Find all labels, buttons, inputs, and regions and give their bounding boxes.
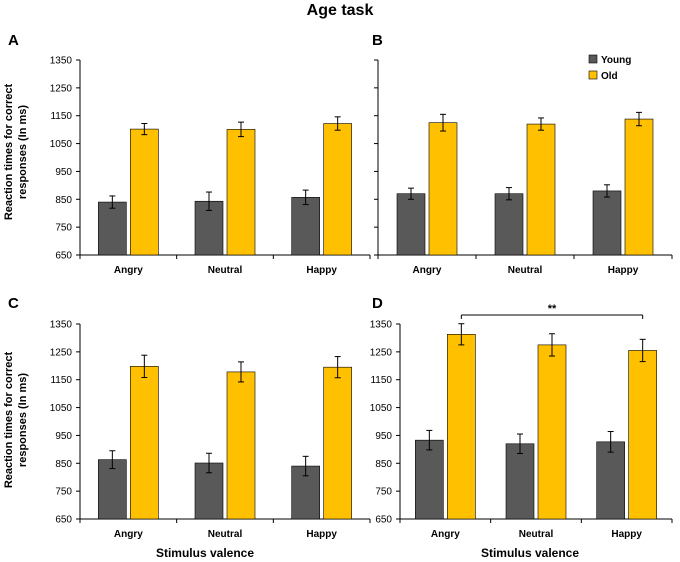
bar-b-young-happy bbox=[592, 190, 622, 256]
y-tick-label-a-1350: 1350 bbox=[50, 56, 73, 67]
bar-a-old-angry bbox=[130, 128, 159, 256]
y-tick-label-c-1050: 1050 bbox=[50, 403, 73, 414]
category-label-a-neutral: Neutral bbox=[208, 265, 243, 276]
category-label-d-angry: Angry bbox=[431, 529, 460, 540]
category-label-b-happy: Happy bbox=[608, 265, 639, 276]
y-tick-label-d-1250: 1250 bbox=[370, 347, 393, 358]
bar-d-old-neutral bbox=[537, 344, 567, 520]
y-axis-label-bottom-line1: Reaction times for correct bbox=[3, 352, 15, 489]
y-tick-label-d-950: 950 bbox=[375, 431, 392, 442]
significance-label: ** bbox=[548, 303, 557, 315]
chart-panel-b: Angry Neutral Happy bbox=[374, 59, 673, 276]
panel-label-b: B bbox=[372, 32, 383, 49]
bar-b-old-happy bbox=[624, 118, 654, 256]
panel-label-a: A bbox=[8, 32, 19, 49]
y-tick-label-c-1250: 1250 bbox=[50, 347, 73, 358]
category-label-a-angry: Angry bbox=[114, 265, 143, 276]
category-label-b-neutral: Neutral bbox=[508, 265, 543, 276]
significance-bracket: ** bbox=[460, 303, 644, 319]
bar-d-old-happy bbox=[628, 350, 657, 520]
chart-panel-d: 650 750 850 950 1050 1150 1250 1350 Angry Neutral… bbox=[370, 320, 673, 540]
y-axis-label-top-line2: responses (In ms) bbox=[17, 105, 29, 199]
y-axis-label-bottom-line2: responses (In ms) bbox=[17, 373, 29, 467]
bar-b-old-neutral bbox=[526, 123, 556, 256]
legend-swatch-young bbox=[588, 54, 598, 64]
legend: Young Old bbox=[588, 54, 631, 82]
y-tick-label-c-950: 950 bbox=[55, 431, 72, 442]
legend-label-old: Old bbox=[601, 71, 618, 82]
chart-panel-a: 650 750 850 950 1050 1150 1250 1350 Angry Neutral… bbox=[50, 56, 371, 276]
category-label-a-happy: Happy bbox=[306, 265, 337, 276]
bar-b-young-neutral bbox=[494, 193, 524, 256]
y-tick-label-c-1350: 1350 bbox=[50, 320, 73, 331]
y-tick-label-c-1150: 1150 bbox=[50, 375, 72, 386]
y-tick-label-d-850: 850 bbox=[375, 459, 392, 470]
category-label-c-neutral: Neutral bbox=[208, 529, 243, 540]
bar-d-young-neutral bbox=[505, 443, 535, 520]
y-tick-label-d-1050: 1050 bbox=[370, 403, 393, 414]
y-axis-label-top-line1: Reaction times for correct bbox=[3, 84, 15, 221]
panel-label-c: C bbox=[8, 295, 19, 312]
y-tick-label-c-850: 850 bbox=[55, 459, 72, 470]
bar-a-young-angry bbox=[98, 201, 127, 256]
x-axis-label-right: Stimulus valence bbox=[481, 546, 579, 560]
category-label-d-happy: Happy bbox=[611, 529, 642, 540]
chart-panel-c: 650 750 850 950 1050 1150 1250 1350 Angry Neutral… bbox=[50, 320, 371, 540]
legend-label-young: Young bbox=[601, 55, 631, 66]
bar-a-old-happy bbox=[323, 123, 352, 256]
y-tick-label-a-850: 850 bbox=[55, 195, 72, 206]
category-label-c-angry: Angry bbox=[114, 529, 143, 540]
y-tick-label-d-650: 650 bbox=[375, 515, 392, 526]
y-tick-label-a-650: 650 bbox=[55, 251, 72, 262]
bar-c-old-angry bbox=[130, 366, 159, 520]
category-label-d-neutral: Neutral bbox=[519, 529, 554, 540]
x-axis-label-left: Stimulus valence bbox=[156, 546, 254, 560]
category-label-c-happy: Happy bbox=[306, 529, 337, 540]
bar-c-old-neutral bbox=[226, 371, 256, 520]
category-label-b-angry: Angry bbox=[413, 265, 442, 276]
y-tick-label-c-650: 650 bbox=[55, 515, 72, 526]
y-tick-label-a-950: 950 bbox=[55, 167, 72, 178]
figure-title: Age task bbox=[307, 2, 374, 19]
y-tick-label-c-750: 750 bbox=[55, 487, 72, 498]
bar-c-young-angry bbox=[98, 459, 127, 520]
bar-a-old-neutral bbox=[226, 129, 256, 256]
bar-b-old-angry bbox=[428, 122, 458, 256]
y-tick-label-a-1050: 1050 bbox=[50, 139, 73, 150]
bar-d-young-angry bbox=[415, 439, 444, 520]
bar-c-old-happy bbox=[323, 366, 352, 520]
y-tick-label-d-750: 750 bbox=[375, 487, 392, 498]
legend-swatch-old bbox=[588, 70, 598, 80]
y-tick-label-a-1250: 1250 bbox=[50, 83, 73, 94]
y-tick-label-d-1150: 1150 bbox=[370, 375, 392, 386]
y-tick-label-a-750: 750 bbox=[55, 223, 72, 234]
panel-label-d: D bbox=[372, 295, 383, 312]
y-tick-label-d-1350: 1350 bbox=[370, 320, 393, 331]
bar-b-young-angry bbox=[396, 193, 426, 256]
bar-d-young-happy bbox=[596, 441, 625, 520]
bar-a-young-happy bbox=[291, 197, 320, 256]
bar-d-old-angry bbox=[447, 334, 476, 520]
y-tick-label-a-1150: 1150 bbox=[50, 111, 72, 122]
